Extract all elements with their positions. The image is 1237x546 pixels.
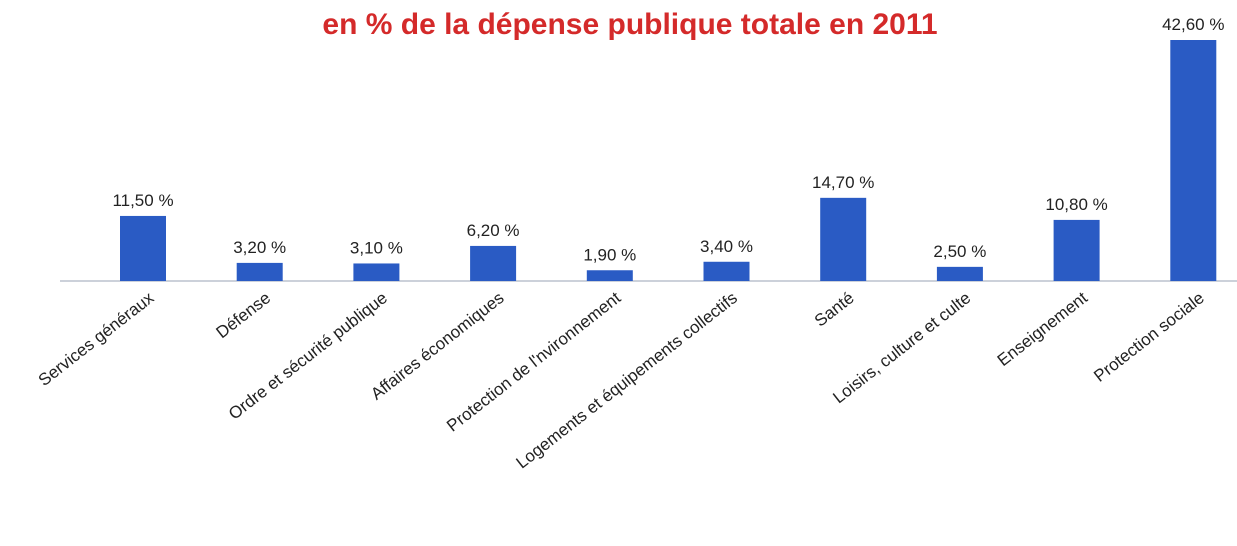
value-label: 10,80 % bbox=[1045, 195, 1107, 214]
bar bbox=[936, 266, 983, 281]
value-label: 14,70 % bbox=[812, 173, 874, 192]
value-label: 42,60 % bbox=[1162, 15, 1224, 34]
x-tick-label: Santé bbox=[811, 288, 858, 330]
value-label: 11,50 % bbox=[112, 191, 173, 210]
bar bbox=[820, 197, 867, 281]
bar bbox=[1170, 40, 1217, 281]
bar bbox=[120, 215, 166, 281]
x-tick-label: Services généraux bbox=[35, 288, 158, 390]
bar bbox=[703, 261, 750, 281]
bar bbox=[586, 270, 633, 281]
x-tick-label: Enseignement bbox=[994, 288, 1092, 370]
bar bbox=[236, 262, 283, 281]
value-label: 6,20 % bbox=[467, 221, 520, 240]
x-tick-label: Logements et équipements collectifs bbox=[513, 288, 741, 472]
chart-title: en % de la dépense publique totale en 20… bbox=[322, 8, 937, 41]
bar bbox=[1053, 219, 1100, 281]
x-tick-label: Défense bbox=[213, 288, 275, 342]
value-label: 3,40 % bbox=[700, 237, 753, 256]
bar bbox=[470, 245, 517, 281]
x-tick-label: Protection sociale bbox=[1090, 288, 1207, 386]
value-label: 1,90 % bbox=[583, 245, 636, 264]
value-label: 2,50 % bbox=[933, 242, 986, 261]
bar bbox=[353, 263, 400, 281]
value-label: 3,20 % bbox=[233, 238, 286, 257]
value-label: 3,10 % bbox=[350, 238, 403, 257]
